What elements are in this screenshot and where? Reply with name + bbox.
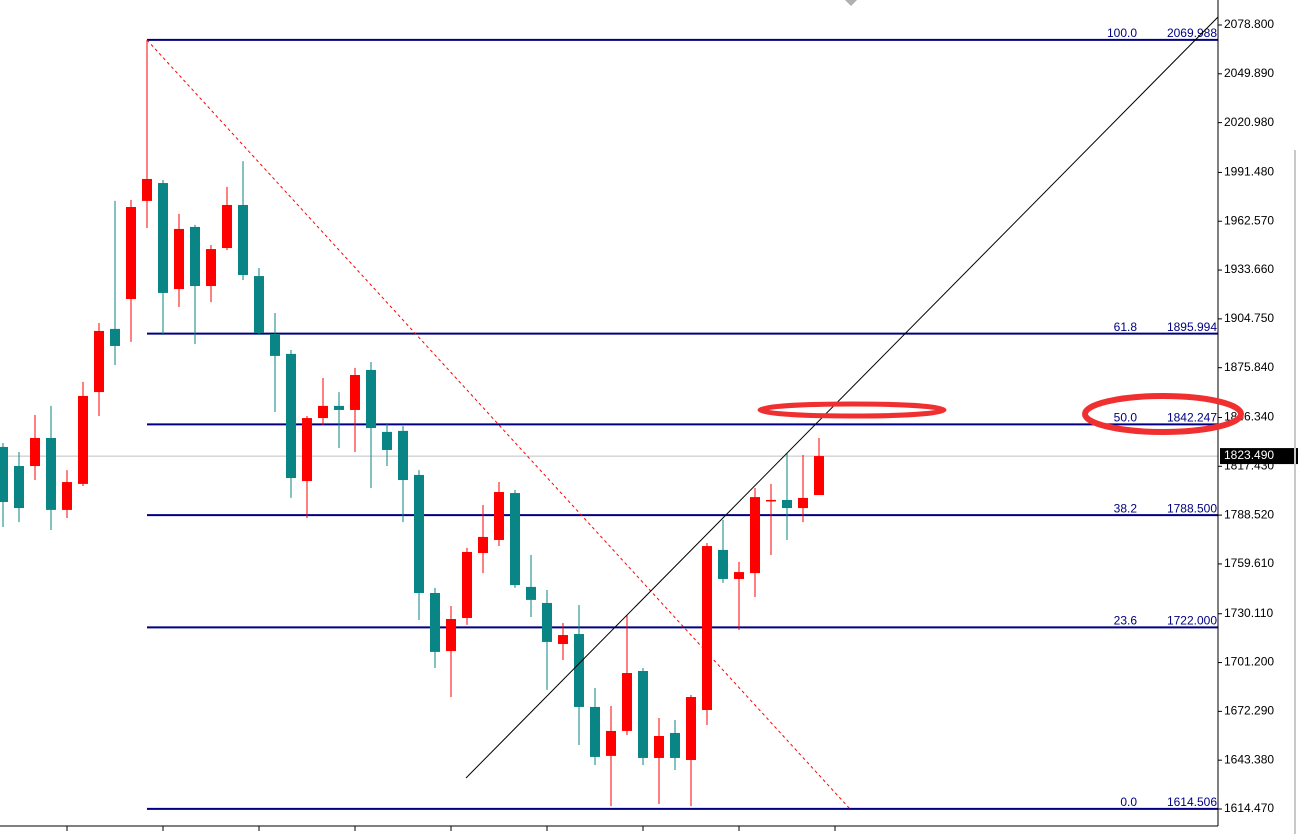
candle-body: [446, 618, 456, 652]
y-tick-label: 1643.380: [1224, 752, 1274, 766]
candle-body: [222, 204, 232, 249]
fib-price-label: 1842.247: [1167, 411, 1217, 425]
y-tick-label: 2020.980: [1224, 115, 1274, 129]
fib-ratio-label: 38.2: [1114, 501, 1138, 515]
candle-body: [750, 497, 760, 574]
candle-body: [30, 437, 40, 467]
candle-body: [782, 499, 792, 509]
candle-body: [142, 178, 152, 201]
price-axis: 2078.800 2049.890 2020.980 1991.480 1962.570…: [66, 17, 1298, 831]
candle-body: [46, 437, 56, 510]
candle-body: [654, 736, 664, 758]
candle-body: [702, 546, 712, 711]
candle-body: [558, 635, 568, 644]
candle-body: [590, 706, 600, 757]
y-tick-label: 1701.200: [1224, 655, 1274, 669]
y-tick-label: 1875.840: [1224, 360, 1274, 374]
plot-area: 100.0 2069.988 61.8 1895.994 50.0 1842.247 38.…: [0, 26, 1218, 810]
candle-body: [382, 431, 392, 450]
candle-body: [78, 395, 88, 484]
candle-body: [174, 228, 184, 290]
y-tick-label: 1730.110: [1224, 606, 1273, 620]
highlight-ellipse: [1082, 393, 1244, 435]
fib-ratio-label: 50.0: [1114, 411, 1138, 425]
candle-body: [62, 482, 72, 510]
candle-body: [814, 456, 824, 496]
trend-line: [465, 16, 1219, 779]
candle-body: [190, 226, 200, 287]
fib-ratio-label: 0.0: [1120, 795, 1137, 809]
y-tick-label: 1614.470: [1224, 801, 1274, 815]
y-tick-label: 1933.660: [1224, 262, 1274, 276]
candle-body: [638, 670, 648, 758]
fib-price-label: 1788.500: [1167, 501, 1217, 515]
candle-body: [398, 430, 408, 481]
fib-price-label: 1895.994: [1167, 320, 1217, 334]
fib-price-label: 1722.000: [1167, 614, 1217, 628]
candle-body: [334, 405, 344, 410]
candle-body: [622, 673, 632, 731]
y-tick-label: 2049.890: [1224, 66, 1274, 80]
fib-ratio-label: 23.6: [1114, 614, 1138, 628]
candle-body: [286, 353, 296, 479]
candle-body: [430, 592, 440, 652]
candle-body: [494, 492, 504, 540]
y-tick-label: 1904.750: [1224, 311, 1274, 325]
candle-body: [126, 207, 136, 300]
current-price-label: 1823.490: [1224, 448, 1274, 462]
y-tick-label: 1759.610: [1224, 556, 1274, 570]
fib-price-label: 1614.506: [1167, 795, 1217, 809]
candle-body: [0, 446, 8, 502]
candle-body: [686, 697, 696, 760]
candle-body: [110, 328, 120, 346]
y-tick-label: 1788.520: [1224, 507, 1274, 521]
highlight-ellipse: [757, 401, 947, 419]
y-tick-label: 2078.800: [1224, 17, 1274, 31]
candle-body: [734, 572, 744, 579]
fib-price-label: 2069.988: [1167, 26, 1217, 40]
candle-body: [462, 551, 472, 618]
fib-ratio-label: 100.0: [1107, 26, 1137, 40]
candle-body: [798, 497, 808, 509]
candle-body: [526, 586, 536, 600]
scroll-marker: [845, 0, 857, 6]
candle-body: [270, 333, 280, 356]
candle-body: [350, 375, 360, 410]
y-tick-label: 1991.480: [1224, 165, 1274, 179]
candle-body: [510, 493, 520, 586]
candle-body: [414, 474, 424, 593]
candle-body: [606, 730, 616, 756]
current-price-box: [1220, 448, 1298, 465]
candle-body: [14, 466, 24, 509]
candle-body: [478, 536, 488, 553]
candle-body: [158, 183, 168, 293]
candle-body: [94, 330, 104, 393]
candle-body: [254, 276, 264, 333]
candle-body: [574, 634, 584, 707]
y-tick-label: 1672.290: [1224, 704, 1274, 718]
y-tick-label: 1962.570: [1224, 213, 1274, 227]
candle-body: [206, 249, 216, 287]
candle-body: [542, 602, 552, 642]
candle-body: [718, 549, 728, 579]
candle-body: [766, 499, 776, 502]
fib-ratio-label: 61.8: [1114, 320, 1138, 334]
candle-body: [302, 418, 312, 482]
candle-body: [238, 204, 248, 276]
candle-body: [670, 732, 680, 758]
candle-body: [318, 405, 328, 419]
candle-body: [366, 369, 376, 429]
